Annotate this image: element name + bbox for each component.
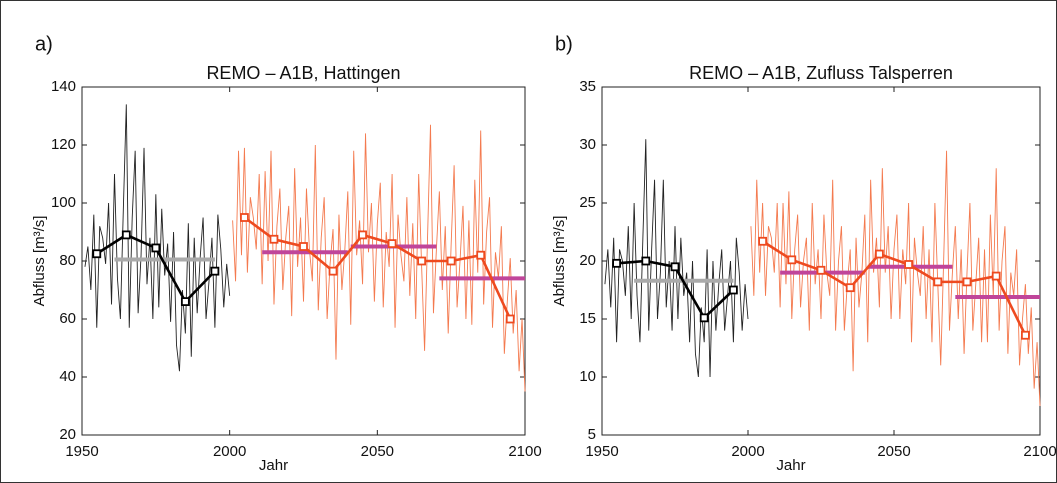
y-tick-label: 20 [59,426,76,443]
x-tick-label: 1950 [65,443,98,460]
x-tick-label: 2100 [1023,443,1056,460]
chart-title: REMO – A1B, Hattingen [206,63,400,83]
decadal-marker [358,230,367,240]
y-tick-label: 40 [59,368,76,385]
y-tick-label: 25 [579,194,596,211]
decadal-marker [933,277,943,287]
panel-label: a) [35,33,53,55]
decadal-marker [612,258,621,268]
y-tick-label: 20 [579,252,596,269]
decadal-marker [328,266,338,276]
annual-line [604,139,749,378]
y-tick-label: 5 [588,426,596,443]
y-tick-label: 35 [579,78,596,95]
y-tick-label: 30 [579,136,596,153]
decadal-marker [92,249,102,259]
decadal-marker [962,277,972,287]
y-tick-label: 120 [51,136,76,153]
decadal-marker [699,313,709,323]
decadal-marker [446,256,456,266]
y-tick-label: 60 [59,310,76,327]
decadal-marker [269,234,279,244]
x-tick-label: 2050 [361,443,394,460]
decadal-marker [641,256,651,266]
y-tick-label: 140 [51,78,76,95]
y-axis-label: Abfluss [m³/s] [551,216,568,307]
y-tick-label: 10 [579,368,596,385]
y-tick-label: 100 [51,194,76,211]
decadal-marker [180,297,190,307]
decadal-marker [1021,330,1030,340]
decadal-marker [875,249,884,259]
decadal-marker [476,250,486,260]
decadal-marker [151,243,161,253]
decadal-marker [121,230,131,240]
decadal-marker [417,256,427,266]
decadal-marker [210,266,220,276]
annual-line [750,150,1041,407]
decadal-line [243,216,512,320]
x-tick-label: 2000 [213,443,246,460]
decadal-line [761,240,1027,336]
decadal-marker [904,260,913,269]
y-tick-label: 80 [59,252,76,269]
decadal-marker [729,285,738,295]
decadal-marker [758,236,767,246]
decadal-marker [670,262,680,272]
decadal-marker [991,271,1001,281]
decadal-marker [387,239,397,249]
x-axis-label: Jahr [776,457,805,474]
decadal-marker [299,242,308,251]
x-tick-label: 2000 [731,443,764,460]
annual-line [232,124,526,392]
x-tick-label: 1950 [585,443,618,460]
decadal-marker [845,283,855,293]
y-axis-label: Abfluss [m³/s] [31,216,48,307]
panel-label: b) [555,33,573,55]
y-tick-label: 15 [579,310,596,327]
x-tick-label: 2100 [508,443,541,460]
decadal-marker [505,314,515,324]
x-axis-label: Jahr [259,457,288,474]
x-tick-label: 2050 [877,443,910,460]
decadal-marker [787,255,797,265]
decadal-marker [240,213,249,222]
chart-title: REMO – A1B, Zufluss Talsperren [689,63,953,83]
decadal-marker [816,265,826,275]
